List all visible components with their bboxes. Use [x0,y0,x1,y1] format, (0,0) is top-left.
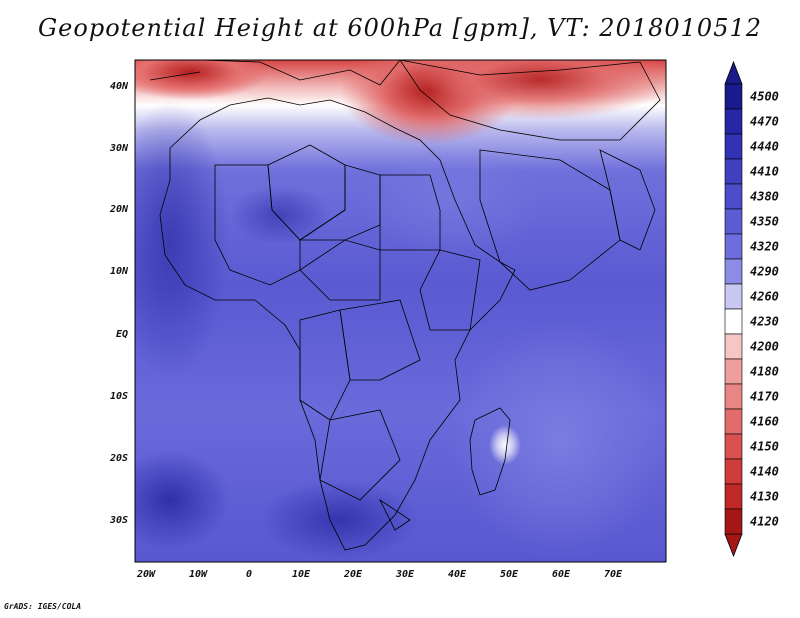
colorbar-swatch [724,308,743,335]
colorbar-label: 4500 [750,90,779,104]
colorbar-label: 4350 [750,215,779,229]
colorbar-swatch [724,333,743,360]
lat-tick: 10N [110,266,129,277]
lat-tick: 20S [109,453,128,464]
plot-frame [134,59,667,563]
colorbar-label: 4140 [750,465,779,479]
colorbar-label: 4180 [750,365,779,379]
colorbar-top-arrow [724,60,743,85]
colorbar: 4500 4470 4440 4410 4380 4350 4320 4290 4260 4230… [724,60,779,558]
colorbar-swatch [724,208,743,235]
colorbar-swatch [724,283,743,310]
colorbar-swatch [724,158,743,185]
colorbar-label: 4200 [750,340,779,354]
colorbar-swatch [724,383,743,410]
lon-axis: 20W 10W 0 10E 20E 30E 40E 50E 60E 70E [136,569,623,580]
colorbar-label: 4290 [750,265,779,279]
colorbar-swatch [724,83,743,110]
colorbar-label: 4470 [750,115,779,129]
colorbar-swatch [724,108,743,135]
colorbar-label: 4320 [750,240,779,254]
lon-tick: 20E [343,569,363,580]
lon-tick: 50E [500,569,519,580]
colorbar-bottom-arrow [724,533,743,558]
colorbar-swatch [724,258,743,285]
colorbar-label: 4170 [750,390,779,404]
colorbar-swatch [724,183,743,210]
colorbar-swatch [724,133,743,160]
country-borders [149,60,661,551]
lon-tick: 20W [136,569,156,580]
lat-tick: 20N [109,204,129,215]
colorbar-swatch [724,408,743,435]
colorbar-label: 4260 [750,290,779,304]
colorbar-label: 4120 [750,515,779,529]
colorbar-swatch [724,358,743,385]
lon-tick: 10W [189,569,208,580]
lon-tick: 30E [395,569,415,580]
lat-tick: 40N [110,81,129,92]
map-title: Geopotential Height at 600hPa [gpm], VT:… [38,14,762,42]
colorbar-label: 4440 [750,140,779,154]
lon-tick: 60E [552,569,571,580]
colorbar-label: 4380 [750,190,779,204]
colorbar-swatch [724,433,743,460]
colorbar-label: 4230 [750,315,779,329]
colorbar-label: 4160 [750,415,779,429]
colorbar-label: 4130 [750,490,779,504]
colorbar-label: 4150 [750,440,779,454]
colorbar-swatch [724,483,743,510]
lat-tick: EQ [116,329,128,340]
lat-tick: 30N [109,143,129,154]
colorbar-label: 4410 [750,165,779,179]
colorbar-swatch [724,233,743,260]
lat-axis: 40N 30N 20N 10N EQ 10S 20S 30S [109,81,129,526]
lon-tick: 0 [246,569,252,580]
footer-credit: GrADS: IGES/COLA [4,602,82,611]
lat-tick: 10S [110,391,128,402]
colorbar-swatch [724,458,743,485]
lon-tick: 70E [604,569,623,580]
height-field [135,60,666,562]
lon-tick: 40E [448,569,467,580]
lat-tick: 30S [109,515,128,526]
colorbar-swatch [724,508,743,535]
lon-tick: 10E [292,569,311,580]
